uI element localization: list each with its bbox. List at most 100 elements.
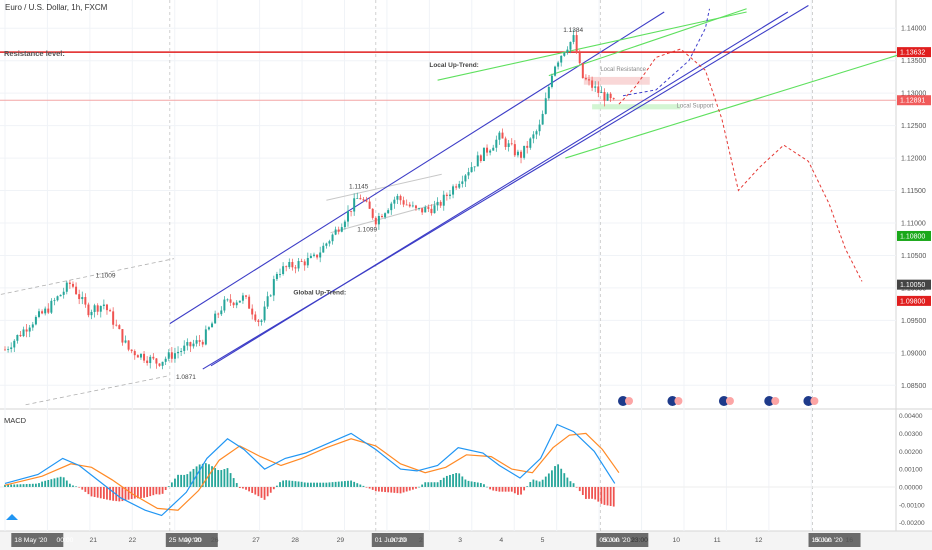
local-resistance-zone <box>583 76 650 85</box>
candle-body <box>421 208 424 213</box>
macd-histogram-bar <box>232 478 235 487</box>
date-box <box>165 533 218 547</box>
candle-body <box>99 305 102 312</box>
lower-dashed-trend <box>25 375 170 406</box>
macd-histogram-bar <box>50 479 53 487</box>
candle-body <box>541 113 544 125</box>
macd-histogram-bar <box>557 464 560 487</box>
candle-body <box>136 355 139 358</box>
macd-histogram-bar <box>344 481 346 487</box>
candle-body <box>557 62 560 67</box>
macd-histogram-bar <box>245 486 247 490</box>
macd-histogram-bar <box>121 486 124 502</box>
candle-body <box>260 320 263 322</box>
macd-histogram-bar <box>65 480 68 487</box>
candle-body <box>572 35 575 42</box>
macd-histogram-bar <box>229 473 232 487</box>
macd-histogram-bar <box>195 466 198 487</box>
price-axis-tick: 1.10500 <box>901 253 926 260</box>
annotation-global-up-trend: Global Up-Trend: <box>293 289 346 296</box>
candle-body <box>377 215 380 225</box>
candle-body <box>220 310 223 315</box>
candle-body <box>263 306 266 321</box>
price-axis-tick: 1.14000 <box>901 26 926 33</box>
candle-body <box>93 305 96 312</box>
macd-histogram-bar <box>517 486 519 495</box>
price-badge-label: 1.10050 <box>900 282 925 289</box>
x-axis-time: 23:00 <box>631 537 648 544</box>
candle-body <box>16 334 19 341</box>
candle-body <box>482 147 485 161</box>
macd-histogram-bar <box>22 484 25 487</box>
macd-histogram-bar <box>78 486 81 488</box>
candle-body <box>13 340 16 348</box>
macd-histogram-bar <box>560 468 563 487</box>
price-axis-tick: 1.09500 <box>901 318 926 325</box>
candle-body <box>37 311 40 317</box>
macd-histogram-bar <box>251 486 254 493</box>
chart-title: Euro / U.S. Dollar, 1h, FXCM <box>5 3 108 12</box>
candle-body <box>112 311 115 325</box>
candle-body <box>606 93 609 101</box>
candle-body <box>44 308 47 314</box>
candle-body <box>118 325 121 330</box>
macd-histogram-bar <box>609 486 612 507</box>
price-badge <box>897 230 931 241</box>
macd-histogram-bar <box>248 486 251 492</box>
x-axis-tick: 10 <box>672 537 680 544</box>
candle-body <box>353 198 356 212</box>
candle-body <box>495 139 498 148</box>
candle-body <box>204 329 207 345</box>
candle-body <box>365 200 368 202</box>
candle-body <box>504 138 507 147</box>
candle-body <box>121 329 124 343</box>
macd-histogram-bar <box>585 486 587 499</box>
macd-histogram-bar <box>310 482 312 487</box>
macd-histogram-bar <box>99 486 102 499</box>
candle-body <box>396 195 399 200</box>
candle-body <box>325 243 328 246</box>
candle-body <box>201 341 204 345</box>
candle-body <box>272 279 275 296</box>
candle-body <box>245 295 248 297</box>
macd-histogram-bar <box>492 486 495 491</box>
macd-histogram-bar <box>263 486 266 500</box>
macd-histogram-bar <box>331 482 334 487</box>
macd-histogram-bar <box>56 477 59 487</box>
macd-histogram-bar <box>520 486 522 495</box>
macd-histogram-bar <box>467 480 470 487</box>
macd-histogram-bar <box>594 486 597 500</box>
macd-histogram-bar <box>81 486 84 490</box>
candle-body <box>65 282 68 292</box>
macd-histogram-bar <box>90 486 93 497</box>
x-axis-tick: 9 <box>631 537 635 544</box>
macd-histogram-bar <box>362 485 365 487</box>
macd-histogram-bar <box>31 483 34 487</box>
candle-body <box>164 358 167 362</box>
macd-signal-line <box>4 432 620 511</box>
macd-histogram-bar <box>62 477 65 487</box>
macd-axis-tick: 0.00200 <box>899 449 923 456</box>
macd-histogram-bar <box>359 484 362 487</box>
price-axis-tick: 1.11000 <box>901 220 926 227</box>
candle-body <box>405 204 408 206</box>
x-axis-tick: 26 <box>211 537 219 544</box>
candle-body <box>183 345 186 351</box>
candle-body <box>554 66 557 76</box>
candle-body <box>569 41 572 50</box>
price-axis-tick: 1.11500 <box>901 188 926 195</box>
candle-body <box>192 343 195 347</box>
x-axis-date: 25 May '20 <box>169 537 202 544</box>
price-badge-label: 1.13632 <box>900 50 925 57</box>
candle-body <box>133 351 136 356</box>
macd-histogram-bar <box>189 471 192 487</box>
macd-histogram-bar <box>155 486 158 495</box>
x-axis-time: 00:00 <box>602 537 619 544</box>
macd-histogram-bar <box>269 486 272 493</box>
macd-histogram-bar <box>612 486 615 507</box>
x-axis-tick: 16 <box>845 537 853 544</box>
macd-histogram-bar <box>340 481 343 487</box>
candle-body <box>356 198 359 199</box>
event-flag-icon <box>667 396 678 406</box>
